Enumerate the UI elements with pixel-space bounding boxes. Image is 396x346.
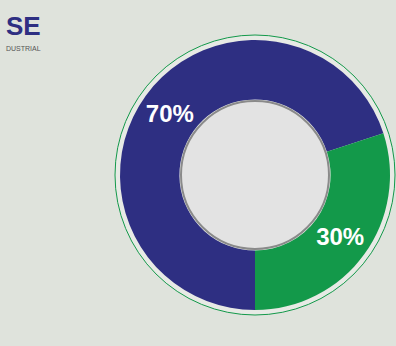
svg-text:70%: 70% bbox=[146, 100, 194, 127]
svg-text:30%: 30% bbox=[316, 223, 364, 250]
svg-text:DUSTRIAL: DUSTRIAL bbox=[6, 45, 41, 52]
svg-text:SE: SE bbox=[6, 11, 41, 41]
